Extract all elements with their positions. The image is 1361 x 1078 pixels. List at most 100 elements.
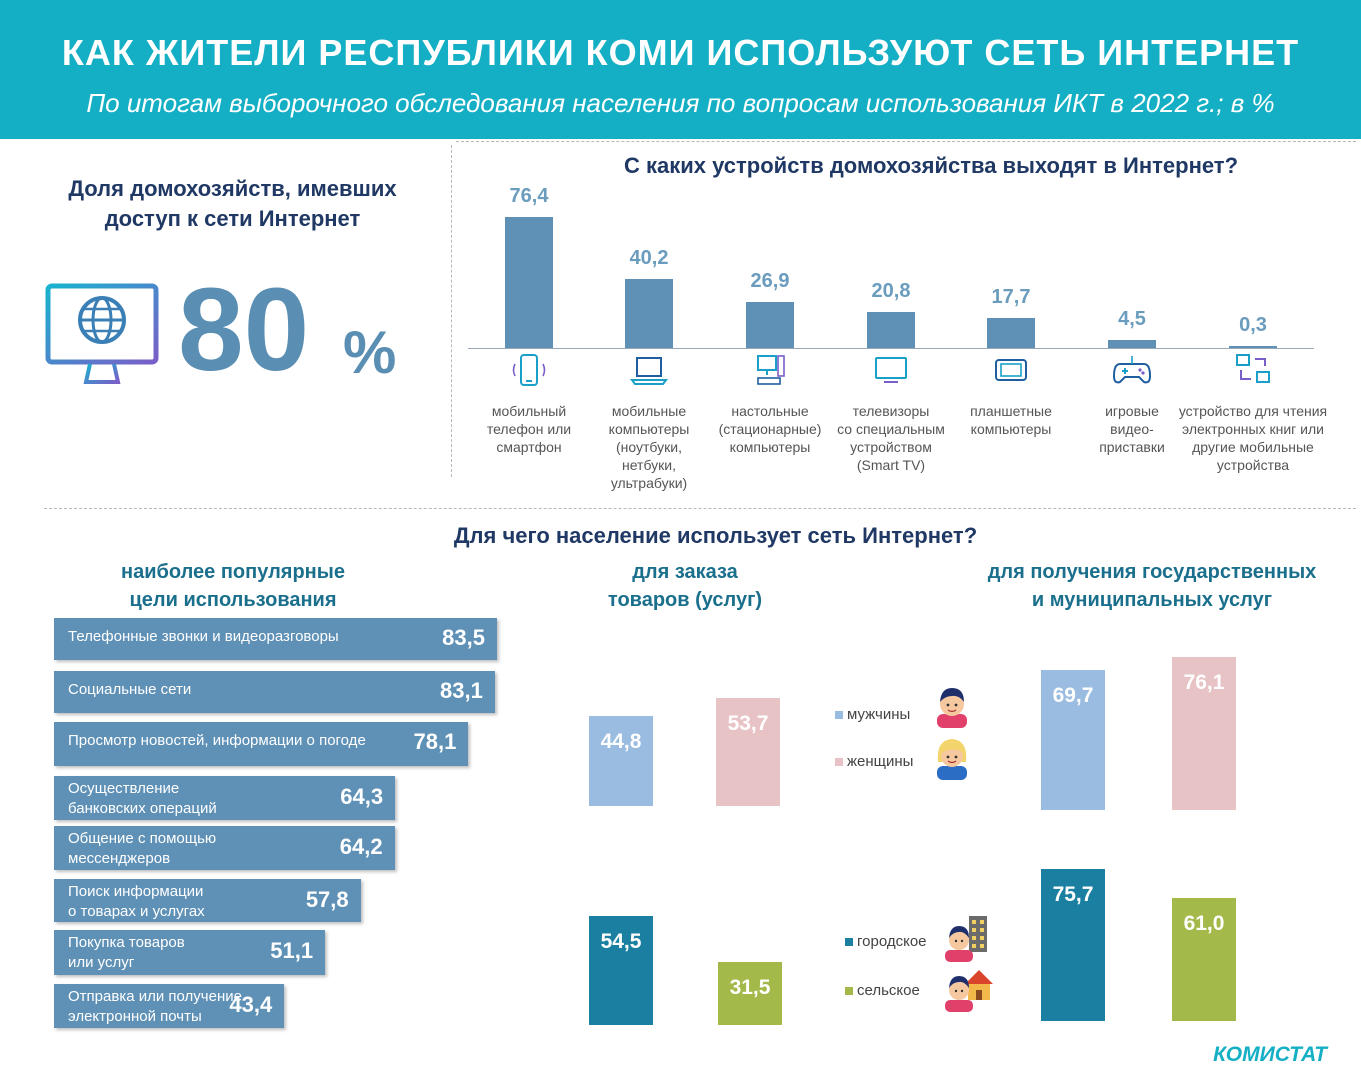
devices-value-label: 26,9 [750, 269, 790, 292]
legend-rural: сельское [845, 982, 920, 999]
goals-value-label: 51,1 [270, 938, 314, 963]
devices-bar [746, 301, 794, 348]
goals-bar: Социальные сети 83,1 [54, 671, 495, 713]
divider-horizontal [44, 508, 1356, 509]
village-dweller-icon [945, 970, 993, 1012]
gamepad-icon [1112, 356, 1152, 384]
devices-category-line: планшетные [970, 403, 1052, 419]
goals-category-label: Просмотр новостей, информации о погоде [68, 731, 366, 751]
gov-title-line2: и муниципальных услуг [1031, 589, 1273, 611]
devices-value-label: 0,3 [1239, 314, 1267, 336]
legend-urban-swatch [845, 938, 853, 947]
orders-title-line1: для заказа [632, 561, 738, 583]
devices-bar [505, 217, 553, 348]
goals-bar: Покупка товаров или услуг 51,1 [54, 930, 326, 975]
devices-value-label: 76,4 [509, 185, 549, 207]
sync-devices-icon [1236, 354, 1270, 383]
orders-value-label: 31,5 [729, 975, 771, 999]
devices-category-line: со специальным [837, 421, 945, 437]
page-subtitle: По итогам выборочного обследования насел… [86, 88, 1275, 118]
goals-category-label: Телефонные звонки и видеоразговоры [68, 627, 339, 647]
devices-bar [987, 317, 1035, 348]
gov-bar: 61,0 [1172, 898, 1236, 1021]
divider-top [456, 141, 1356, 142]
legend-rural-swatch [845, 987, 853, 996]
legend-men: мужчины [835, 706, 910, 723]
goals-category-line: Поиск информации [68, 883, 204, 900]
legend-women-swatch [835, 758, 843, 767]
goals-category-line: о товарах и услугах [68, 903, 205, 920]
access-heading-line1: Доля домохозяйств, имевших [68, 176, 397, 201]
gov-value-label: 75,7 [1052, 882, 1094, 906]
devices-category-line: игровые [1105, 403, 1159, 419]
goals-value-label: 83,1 [440, 678, 483, 703]
access-heading-line2: доступ к сети Интернет [104, 206, 361, 231]
legend-urban: городское [845, 933, 927, 950]
gov-bar: 76,1 [1172, 657, 1236, 810]
orders-bar: 53,7 [716, 698, 780, 806]
goals-category-line: Телефонные звонки и видеоразговоры [68, 628, 339, 645]
devices-category-label: устройство для чтения электронных книг ил… [1173, 402, 1333, 474]
devices-bar [1229, 346, 1277, 348]
goals-value-label: 78,1 [413, 729, 457, 754]
devices-category-line: устройством [850, 439, 932, 455]
goals-category-line: электронной почты [68, 1008, 202, 1025]
devices-category-line: компьютеры [729, 439, 811, 455]
devices-category-line: (стационарные) [718, 421, 822, 437]
devices-category-label: мобильный телефон или смартфон [449, 402, 609, 456]
man-avatar-icon [937, 688, 967, 728]
laptop-icon [630, 357, 668, 385]
devices-chart: 76,4 мобильный телефон или смартфон 40,2 моби… [0, 0, 1361, 500]
divider-vertical [451, 145, 452, 477]
goals-bar: Общение с помощью мессенджеров 64,2 [54, 826, 395, 870]
goals-category-line: Осуществление [68, 780, 180, 797]
legend-rural-label: сельское [857, 982, 920, 999]
tablet-icon [995, 359, 1027, 381]
gov-chart-title: для получения государственных и муниципа… [952, 558, 1352, 614]
orders-value-label: 44,8 [600, 730, 642, 753]
goals-category-line: или услуг [68, 954, 135, 971]
devices-category-line: электронных книг или [1182, 421, 1324, 437]
goals-value-label: 43,4 [229, 992, 273, 1017]
devices-category-line: (Smart TV) [856, 457, 926, 473]
goals-value-label: 64,3 [340, 784, 384, 809]
devices-category-line: устройства [1216, 457, 1290, 473]
devices-category-line: настольные [731, 403, 809, 419]
goals-category-line: Отправка или получение [68, 988, 242, 1005]
desktop-icon [757, 355, 785, 385]
access-unit: % [343, 319, 397, 386]
legend-men-label: мужчины [847, 706, 911, 723]
devices-category-line: компьютеры [970, 421, 1052, 437]
goals-bar: Осуществление банковских операций 64,3 [54, 776, 396, 820]
devices-category-line: телевизоры [852, 403, 930, 419]
page-title: КАК ЖИТЕЛИ РЕСПУБЛИКИ КОМИ ИСПОЛЬЗУЮТ СЕ… [61, 32, 1300, 73]
goals-category-line: Общение с помощью [68, 830, 217, 847]
goals-category-line: Социальные сети [68, 681, 192, 698]
goals-title-line1: наиболее популярные [121, 561, 345, 583]
devices-value-label: 20,8 [871, 280, 911, 303]
devices-category-line: видео- [1110, 421, 1154, 437]
goals-category-label: Общение с помощью мессенджеров [68, 829, 216, 869]
header-banner [0, 0, 1361, 139]
devices-bar [867, 312, 915, 348]
gov-bar: 75,7 [1041, 868, 1105, 1021]
devices-category-line: устройство для чтения [1178, 403, 1328, 419]
orders-bar: 31,5 [718, 961, 782, 1025]
gov-value-label: 69,7 [1052, 684, 1094, 707]
orders-title-line2: товаров (услуг) [607, 589, 763, 611]
gov-value-label: 76,1 [1183, 671, 1225, 695]
goals-category-label: Социальные сети [68, 680, 191, 700]
access-value: 80 [178, 264, 310, 396]
goals-chart: Телефонные звонки и видеоразговоры 83,5 Со… [0, 0, 600, 1078]
orders-bar: 54,5 [589, 915, 653, 1025]
goals-category-line: мессенджеров [68, 850, 171, 867]
gov-bar: 69,7 [1041, 670, 1105, 810]
devices-bar [625, 279, 673, 348]
devices-category-line: ультрабуки) [610, 475, 688, 491]
devices-category-label: мобильные компьютеры (ноутбуки, нетбуки, уль… [569, 402, 729, 492]
goals-chart-title: наиболее популярные цели использования [58, 558, 408, 614]
devices-category-label: планшетные компьютеры [931, 402, 1091, 438]
goals-value-label: 64,2 [339, 834, 383, 859]
goals-category-label: Отправка или получение электронной почты [68, 987, 242, 1027]
devices-category-line: другие мобильные [1192, 439, 1314, 455]
